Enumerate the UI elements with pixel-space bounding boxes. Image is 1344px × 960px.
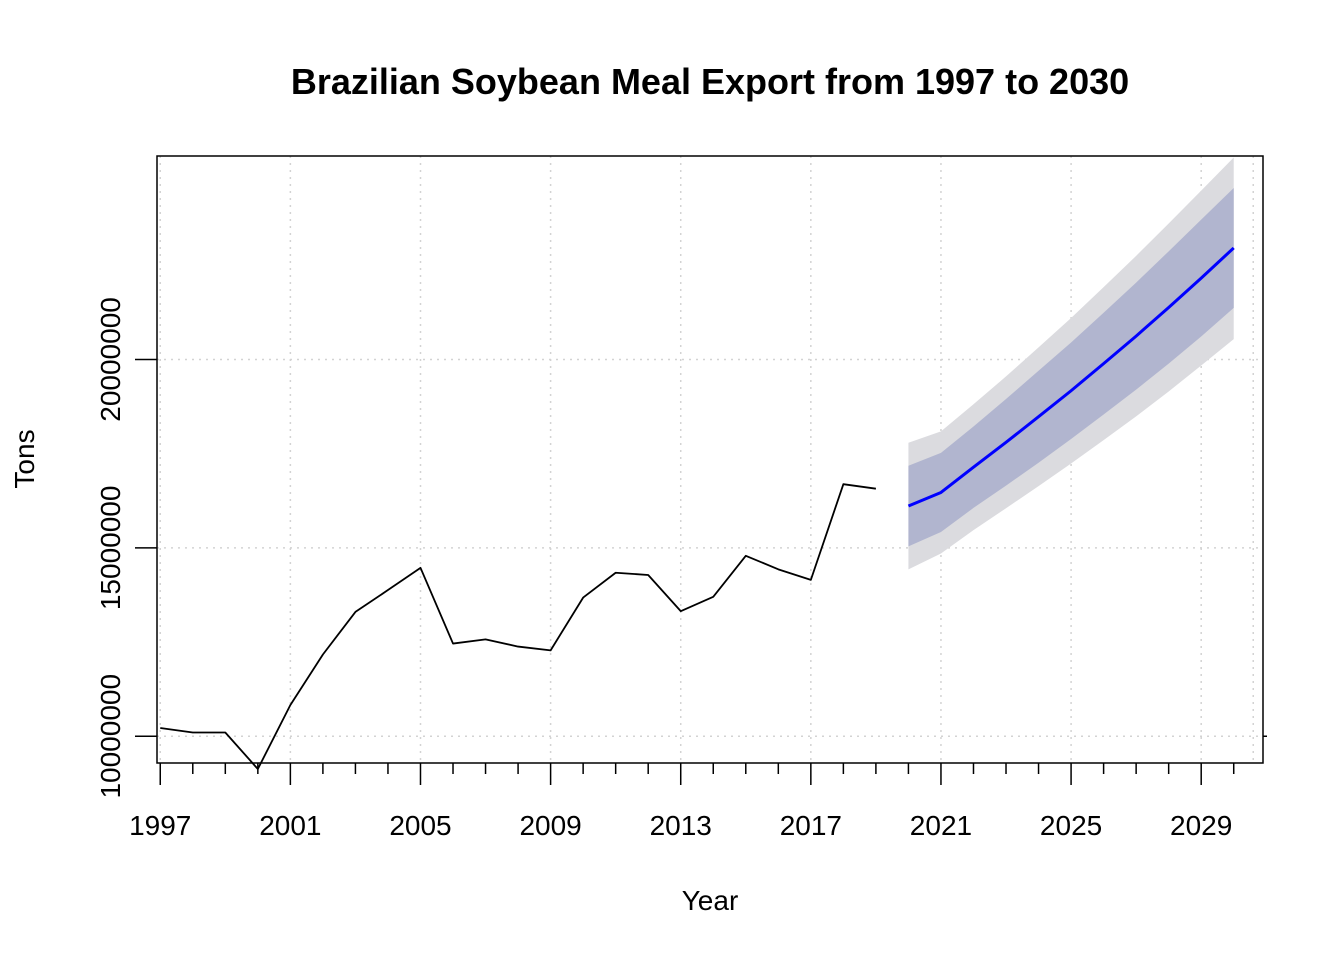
x-tick-label: 2009 <box>519 810 581 841</box>
y-axis: 10000000 15000000 20000000 <box>95 297 1267 799</box>
historical-series-line <box>160 483 877 770</box>
band-80 <box>908 188 1234 547</box>
y-tick-label: 20000000 <box>95 297 126 422</box>
x-tick-label: 2013 <box>650 810 712 841</box>
x-tick-label: 1997 <box>129 810 191 841</box>
x-tick-label: 2025 <box>1040 810 1102 841</box>
x-tick-label: 2005 <box>389 810 451 841</box>
x-axis: 1997 2001 2005 2009 2013 2017 2021 2025 2029 <box>129 763 1235 841</box>
x-tick-label: 2017 <box>780 810 842 841</box>
y-tick-label: 10000000 <box>95 674 126 799</box>
gridlines <box>157 156 1263 763</box>
y-tick-label: 15000000 <box>95 486 126 611</box>
x-axis-label: Year <box>682 885 739 916</box>
series-lines <box>160 246 1235 770</box>
y-axis-label: Tons <box>9 429 40 488</box>
forecast-series-line <box>907 246 1235 508</box>
prediction-interval-80 <box>908 188 1234 547</box>
chart-title: Brazilian Soybean Meal Export from 1997 … <box>291 61 1129 102</box>
plot-frame <box>156 155 1264 764</box>
x-tick-label: 2029 <box>1170 810 1232 841</box>
x-tick-label: 2001 <box>259 810 321 841</box>
x-tick-label: 2021 <box>910 810 972 841</box>
